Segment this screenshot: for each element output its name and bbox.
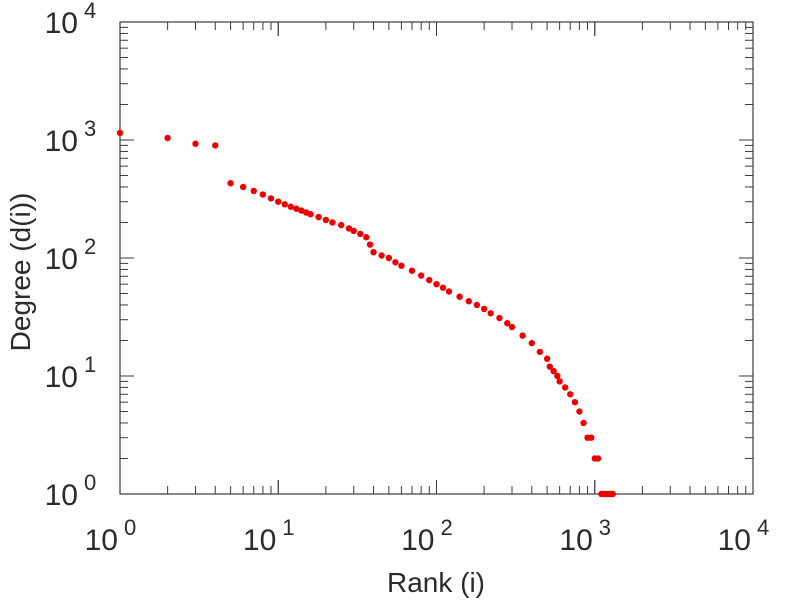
- y-tick-label: 10: [45, 125, 78, 158]
- data-point: [408, 267, 416, 274]
- data-point: [561, 384, 569, 391]
- x-tick-label: 10: [243, 524, 276, 557]
- x-axis-label: Rank (i): [387, 567, 485, 598]
- y-tick-label: 10: [45, 361, 78, 394]
- data-point: [528, 339, 535, 347]
- y-tick-exponent: 1: [84, 352, 96, 377]
- y-tick-label: 10: [45, 7, 78, 40]
- x-tick-label: 10: [401, 524, 434, 557]
- data-point: [350, 227, 357, 235]
- x-tick-exponent: 2: [441, 515, 453, 540]
- data-point: [473, 301, 481, 309]
- data-point: [554, 372, 561, 380]
- y-tick-exponent: 3: [84, 116, 96, 141]
- data-point: [571, 398, 579, 406]
- y-tick-label: 10: [45, 243, 78, 276]
- data-point: [259, 191, 267, 198]
- data-point: [594, 455, 602, 462]
- data-point: [267, 195, 275, 202]
- data-point: [550, 367, 557, 375]
- data-point: [580, 419, 587, 427]
- data-point: [398, 262, 405, 269]
- data-point: [426, 276, 433, 284]
- data-point: [588, 434, 595, 441]
- data-point: [338, 221, 345, 229]
- x-tick-exponent: 1: [282, 515, 294, 540]
- x-tick-exponent: 3: [599, 515, 611, 540]
- y-tick-label: 10: [45, 479, 78, 512]
- x-tick-label: 10: [718, 524, 751, 557]
- tick-marks: [119, 21, 754, 495]
- data-point: [116, 129, 124, 137]
- x-tick-exponent: 0: [124, 515, 136, 540]
- data-point: [275, 198, 282, 205]
- y-axis-label: Degree (d(i)): [5, 193, 36, 352]
- data-point: [164, 134, 171, 142]
- data-point: [480, 305, 488, 313]
- x-tick-label: 10: [85, 524, 118, 557]
- data-point: [519, 332, 526, 339]
- data-point: [439, 284, 447, 291]
- data-point: [363, 234, 370, 241]
- x-tick-label: 10: [559, 524, 592, 557]
- data-point: [315, 213, 322, 221]
- x-tick-labels: 10 0 10 1 10 2 10 3 10 4: [85, 515, 770, 557]
- data-point: [281, 201, 288, 208]
- data-point: [445, 288, 453, 295]
- data-point: [370, 248, 377, 256]
- data-point: [357, 230, 364, 238]
- data-point: [556, 378, 563, 385]
- data-point: [576, 408, 583, 415]
- data-point: [345, 225, 353, 232]
- data-point: [567, 391, 574, 398]
- data-point: [496, 314, 503, 322]
- data-point: [212, 142, 219, 149]
- data-point: [546, 363, 554, 370]
- data-point: [417, 272, 425, 279]
- data-point: [293, 205, 300, 212]
- data-point: [287, 203, 294, 210]
- data-point: [504, 320, 511, 327]
- data-point: [378, 252, 385, 259]
- data-point: [307, 211, 314, 218]
- data-point: [609, 490, 616, 498]
- y-tick-exponent: 4: [84, 0, 96, 23]
- data-point: [250, 187, 257, 195]
- plot-frame: [119, 21, 754, 495]
- y-tick-exponent: 2: [84, 234, 96, 259]
- data-point: [239, 183, 247, 191]
- data-point: [227, 180, 234, 187]
- data-point: [536, 348, 544, 356]
- data-point: [543, 355, 551, 362]
- data-points: [116, 129, 616, 498]
- data-point: [508, 323, 516, 331]
- data-point: [433, 280, 440, 288]
- data-point: [487, 310, 494, 317]
- x-tick-exponent: 4: [757, 515, 769, 540]
- data-point: [322, 216, 330, 224]
- data-point: [366, 241, 374, 248]
- data-point: [392, 259, 399, 266]
- data-point: [192, 140, 199, 147]
- data-point: [329, 219, 336, 226]
- y-tick-exponent: 0: [84, 470, 96, 495]
- data-point: [456, 293, 463, 300]
- data-point: [465, 298, 472, 305]
- data-point: [385, 254, 393, 262]
